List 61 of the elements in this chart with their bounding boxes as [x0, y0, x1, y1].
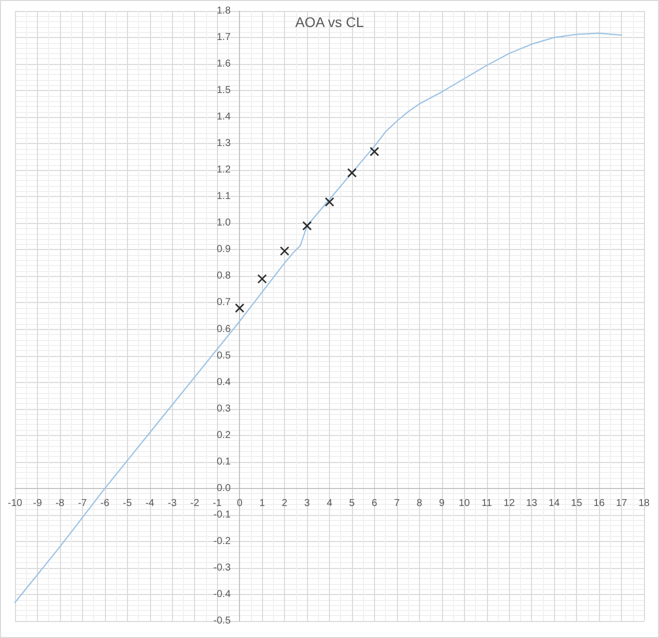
y-tick-label: 1.3: [216, 138, 232, 150]
y-tick-label: -0.2: [213, 536, 232, 547]
x-tick-label: 5: [349, 498, 356, 509]
x-tick-label: 16: [594, 498, 606, 509]
x-tick-label: 1: [259, 498, 266, 509]
y-tick-label: 0.0: [216, 482, 232, 494]
x-tick-label: 7: [394, 498, 400, 509]
point: [324, 197, 334, 207]
point: [280, 246, 290, 256]
x-tick-label: -3: [168, 498, 178, 509]
x-tick-label: 17: [616, 498, 628, 509]
y-tick-label: -0.5: [213, 616, 232, 626]
x-tick-label: 11: [482, 498, 492, 509]
x-tick-label: 2: [282, 498, 288, 509]
x-tick-label: 0: [236, 498, 243, 509]
x-tick-label: -10: [8, 498, 23, 509]
x-tick-label: -4: [145, 498, 155, 509]
x-tick-label: 15: [571, 498, 583, 509]
x-tick-label: 12: [504, 498, 516, 509]
x-tick-label: -2: [190, 498, 200, 509]
y-tick-label: -0.1: [213, 509, 232, 520]
y-tick-label: 0.5: [216, 350, 232, 362]
x-tick-label: -8: [55, 498, 65, 509]
y-tick-label: 0.2: [216, 430, 232, 441]
point: [257, 274, 267, 284]
y-tick-label: 1.0: [216, 218, 232, 229]
point: [347, 168, 357, 178]
x-tick-label: -9: [33, 498, 42, 509]
y-tick-label: 1.8: [216, 6, 232, 16]
y-tick-label: -0.4: [213, 588, 232, 600]
y-tick-label: 0.8: [216, 270, 232, 282]
chart-title: AOA vs CL: [295, 14, 364, 30]
y-tick-label: 0.6: [216, 324, 232, 335]
x-tick-label: -5: [122, 498, 132, 509]
y-tick-label: -0.3: [213, 562, 232, 574]
y-tick-label: 0.3: [216, 403, 232, 414]
x-tick-label: -7: [78, 498, 88, 509]
x-tick-label: 9: [439, 498, 446, 509]
x-tick-label: 13: [526, 498, 538, 509]
x-tick-label: 4: [326, 498, 333, 509]
y-tick-label: 0.9: [216, 244, 232, 256]
y-tick-label: 0.1: [216, 456, 232, 468]
point: [234, 303, 244, 313]
x-tick-label: 18: [638, 498, 650, 509]
x-tick-label: 6: [372, 498, 378, 509]
y-tick-label: 0.7: [216, 297, 232, 308]
y-tick-label: 1.4: [216, 112, 232, 123]
x-tick-label: 14: [548, 498, 560, 509]
y-tick-label: 1.7: [216, 32, 232, 44]
y-tick-label: 1.1: [216, 191, 232, 202]
y-tick-label: 1.5: [216, 85, 232, 96]
y-tick-label: 1.2: [216, 164, 232, 176]
point: [370, 146, 380, 156]
x-tick-label: 3: [304, 498, 310, 509]
x-tick-label: 8: [416, 498, 423, 509]
x-tick-label: -6: [100, 498, 110, 509]
point: [302, 221, 312, 231]
y-tick-label: 0.4: [216, 376, 232, 388]
x-tick-label: -1: [212, 498, 222, 509]
x-tick-label: 10: [458, 498, 470, 509]
y-tick-label: 1.6: [216, 58, 232, 70]
